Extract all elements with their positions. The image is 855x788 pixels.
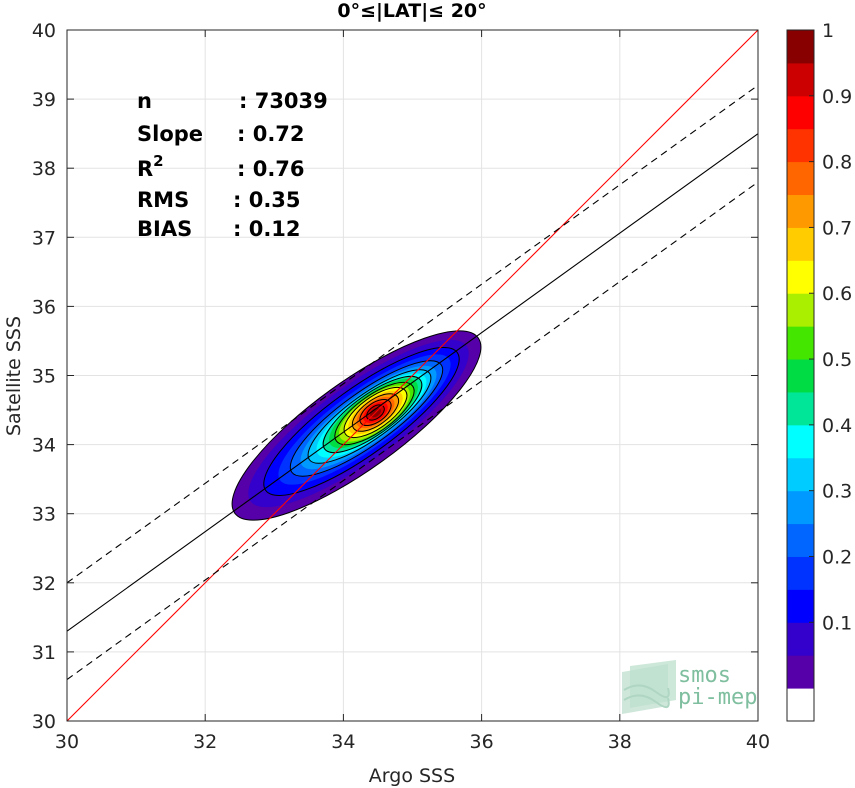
colorbar-swatch <box>787 424 814 459</box>
y-tick-label: 40 <box>32 20 56 42</box>
colorbar-swatch <box>787 655 814 689</box>
colorbar-swatch <box>787 227 814 261</box>
x-axis-label: Argo SSS <box>369 765 455 787</box>
colorbar-tick-label: 0.9 <box>822 86 852 108</box>
colorbar-swatch <box>787 62 814 97</box>
colorbar-swatch <box>787 457 814 492</box>
y-tick-label: 34 <box>32 435 56 457</box>
stat-label: n <box>137 89 152 113</box>
colorbar-swatch <box>787 30 814 64</box>
logo-line1: smos <box>678 663 731 688</box>
colorbar-swatch <box>787 622 814 656</box>
y-tick-label: 30 <box>32 711 56 733</box>
x-tick-label: 32 <box>193 731 217 753</box>
colorbar-swatch <box>787 194 814 228</box>
colorbar-tick-label: 0.4 <box>822 415 852 437</box>
colorbar-swatch <box>787 293 814 327</box>
colorbar: 0.1 0.2 0.3 0.4 0.5 0.6 0.7 0.8 0.9 1 <box>786 20 852 722</box>
colorbar-tick-label: 0.3 <box>822 481 852 503</box>
y-tick-label: 37 <box>32 227 56 249</box>
y-tick-label: 35 <box>32 366 56 388</box>
fit-lines <box>67 30 758 721</box>
regression-line <box>67 133 758 632</box>
x-tick-label: 36 <box>470 731 494 753</box>
stat-label: BIAS <box>137 217 192 241</box>
stat-label: RMS <box>137 188 189 212</box>
x-tick-label: 30 <box>55 731 79 753</box>
colorbar-swatch <box>787 589 814 623</box>
lower-bound-line <box>67 181 758 680</box>
logo-line2: pi-mep <box>678 685 757 710</box>
x-tick-label: 34 <box>331 731 355 753</box>
plot-area: 30 32 34 36 38 40 30 31 32 33 34 35 36 37 38 39 40 <box>32 20 770 753</box>
y-axis-label: Satellite SSS <box>3 316 25 436</box>
stat-value: : 0.76 <box>237 157 305 181</box>
stat-value: : 0.35 <box>233 188 301 212</box>
colorbar-tick-label: 0.2 <box>822 546 852 568</box>
colorbar-tick-label: 0.8 <box>822 152 852 174</box>
y-tick-label: 33 <box>32 504 56 526</box>
colorbar-tick-label: 0.6 <box>822 283 852 305</box>
stat-value: : 0.12 <box>233 217 301 241</box>
y-tick-label: 38 <box>32 158 56 180</box>
y-tick-label: 36 <box>32 296 56 318</box>
smos-pimep-logo: smos pi-mep <box>622 660 757 714</box>
colorbar-swatch <box>787 523 814 557</box>
y-tick-label: 39 <box>32 89 56 111</box>
colorbar-swatch <box>787 161 814 196</box>
colorbar-swatch <box>787 260 814 294</box>
colorbar-tick-label: 1 <box>822 20 834 42</box>
x-axis-ticks: 30 32 34 36 38 40 <box>55 30 770 753</box>
colorbar-swatch <box>787 490 814 525</box>
colorbar-swatch <box>787 95 814 130</box>
stat-label: Slope <box>137 122 203 146</box>
y-tick-label: 31 <box>32 642 56 664</box>
identity-line <box>67 30 758 721</box>
stat-value: : 73039 <box>239 89 328 113</box>
chart-title: 0°≤|LAT|≤ 20° <box>337 0 486 22</box>
stat-value: : 0.72 <box>237 122 305 146</box>
logo-waves-icon <box>622 660 676 714</box>
colorbar-swatch <box>787 128 814 163</box>
colorbar-tick-label: 0.7 <box>822 217 852 239</box>
colorbar-swatch <box>787 359 814 393</box>
colorbar-swatch <box>787 556 814 590</box>
grid <box>66 29 759 722</box>
colorbar-tick-label: 0.5 <box>822 349 852 371</box>
colorbar-swatch <box>787 326 814 360</box>
x-tick-label: 38 <box>608 731 632 753</box>
colorbar-tick-label: 0.1 <box>822 612 852 634</box>
y-axis-ticks: 30 31 32 33 34 35 36 37 38 39 40 <box>32 20 758 733</box>
upper-bound-line <box>67 84 758 584</box>
y-tick-label: 32 <box>32 573 56 595</box>
colorbar-swatch <box>787 391 814 426</box>
colorbar-swatch <box>787 688 814 722</box>
colorbar-frame <box>786 29 815 722</box>
x-tick-label: 40 <box>746 731 770 753</box>
